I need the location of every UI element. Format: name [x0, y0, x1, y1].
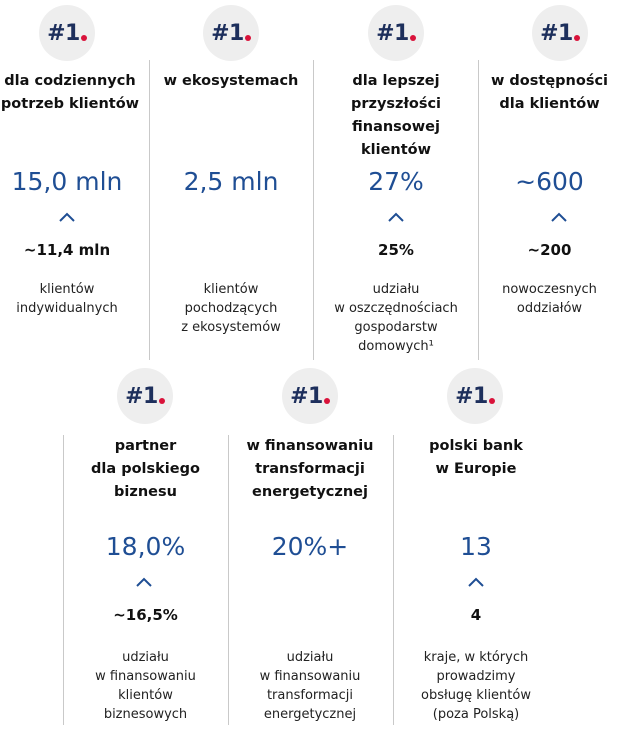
divider — [228, 435, 229, 725]
main-value: 27% — [368, 167, 424, 196]
divider — [478, 60, 479, 360]
red-dot-icon — [323, 398, 330, 404]
rank-badge: #1 — [203, 5, 259, 61]
tile-description: nowoczesnych oddziałów — [502, 282, 597, 316]
comparison-value: ~11,4 mln — [23, 241, 111, 259]
tile-title: partner dla polskiego biznesu — [91, 438, 200, 500]
rank-badge: #1 — [368, 5, 424, 61]
tile-description: udziału w oszczędnościach gospodarstw do… — [334, 282, 458, 354]
tile-title: w dostępności dla klientów — [490, 73, 609, 112]
rank-badge: #1 — [117, 368, 173, 424]
tile-description: klientów indywidualnych — [16, 282, 118, 316]
caret-up-icon — [59, 212, 75, 222]
caret-up-icon — [468, 577, 484, 587]
caret-up-icon — [388, 212, 404, 222]
main-value: 13 — [460, 532, 492, 561]
tile-title: w ekosystemach — [163, 73, 299, 89]
rank-badge: #1 — [282, 368, 338, 424]
tile-title: w finansowaniu transformacji energetyczn… — [246, 438, 374, 500]
main-value: 20%+ — [271, 532, 349, 561]
rank-badge: #1 — [39, 5, 95, 61]
divider — [149, 60, 150, 360]
red-dot-icon — [158, 398, 165, 404]
rank-badge: #1 — [447, 368, 503, 424]
divider — [313, 60, 314, 360]
caret-up-icon — [551, 212, 567, 222]
tile-description: klientów pochodzących z ekosystemów — [181, 282, 281, 335]
comparison-value: 25% — [378, 241, 414, 259]
main-value: 2,5 mln — [183, 167, 279, 196]
tile-description: udziału w finansowaniu transformacji ene… — [259, 650, 361, 722]
red-dot-icon — [244, 35, 251, 41]
comparison-value: 4 — [470, 606, 482, 624]
tile-description: kraje, w których prowadzimy obsługę klie… — [421, 650, 531, 722]
tile-title: dla codziennych potrzeb klientów — [0, 73, 140, 112]
main-value: 18,0% — [105, 532, 186, 561]
divider — [63, 435, 64, 725]
divider — [393, 435, 394, 725]
red-dot-icon — [488, 398, 495, 404]
tile-description: udziału w finansowaniu klientów biznesow… — [95, 650, 196, 722]
red-dot-icon — [573, 35, 580, 41]
caret-up-icon — [136, 577, 152, 587]
main-value: ~600 — [515, 167, 584, 196]
main-value: 15,0 mln — [11, 167, 123, 196]
tile-title: polski bank w Europie — [429, 438, 523, 477]
tile-title: dla lepszej przyszłości finansowej klien… — [350, 73, 442, 158]
rank-badge: #1 — [532, 5, 588, 61]
comparison-value: ~200 — [527, 241, 572, 259]
red-dot-icon — [80, 35, 87, 41]
comparison-value: ~16,5% — [113, 606, 178, 624]
red-dot-icon — [409, 35, 416, 41]
